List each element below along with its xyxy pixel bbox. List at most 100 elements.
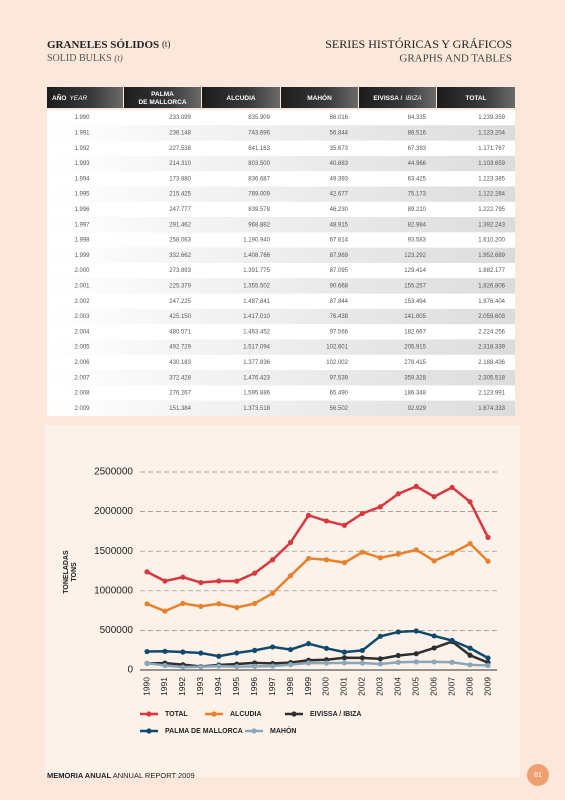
- header-label: PALMA DE MALLORCA: [138, 91, 186, 106]
- legend-dot: [146, 728, 152, 734]
- legend-dot: [291, 711, 297, 717]
- value-cell: 1.392.243: [478, 222, 505, 228]
- footer-title: MEMORIA ANUAL: [47, 771, 111, 780]
- x-tick-label: 2005: [410, 677, 420, 696]
- data-point: [305, 641, 312, 647]
- value-cell: 89.210: [408, 207, 427, 213]
- data-point: [395, 652, 401, 659]
- x-tick-label: 2002: [357, 677, 367, 696]
- value-cell: 278.415: [404, 360, 426, 366]
- value-cell: 1.674.333: [478, 406, 505, 412]
- value-cell: 1.463.452: [243, 329, 270, 335]
- row-band: [47, 110, 515, 126]
- footer-subtitle: ANNUAL REPORT 2009: [113, 771, 195, 780]
- data-point: [395, 491, 401, 497]
- row-band: [47, 385, 515, 401]
- value-cell: 1.171.767: [478, 146, 505, 152]
- data-point: [305, 555, 312, 562]
- data-point: [359, 660, 365, 666]
- data-point: [270, 663, 276, 669]
- value-cell: 803.500: [248, 161, 270, 167]
- year-cell: 1.998: [74, 238, 90, 244]
- data-point: [449, 637, 455, 644]
- data-point: [377, 661, 383, 667]
- data-point: [341, 522, 348, 528]
- value-cell: 56.844: [330, 131, 349, 137]
- value-cell: 247.225: [169, 299, 191, 305]
- year-cell: 2.007: [74, 375, 90, 381]
- data-point: [485, 662, 491, 669]
- x-tick-label: 1996: [249, 677, 259, 696]
- value-cell: 227.538: [169, 146, 191, 152]
- value-cell: 1.517.094: [243, 345, 270, 351]
- value-cell: 56.502: [330, 406, 349, 412]
- row-band: [47, 232, 515, 248]
- data-point: [431, 494, 437, 500]
- data-point: [252, 647, 258, 653]
- x-tick-label: 1995: [231, 677, 241, 696]
- legend-label: MAHÓN: [270, 726, 296, 735]
- header-text: MAHÓN: [307, 93, 332, 102]
- data-point: [198, 579, 204, 586]
- data-point: [216, 653, 222, 659]
- header-line: PALMA: [151, 91, 174, 98]
- value-cell: 205.915: [404, 345, 426, 351]
- data-point: [431, 659, 437, 665]
- header-subtitle: SOLID BULKS (t): [47, 53, 123, 64]
- value-cell: 63.425: [408, 176, 427, 182]
- data-point: [180, 649, 186, 655]
- series-line: [146, 542, 489, 613]
- data-point: [305, 660, 312, 666]
- row-band: [47, 125, 515, 141]
- row-band: [47, 186, 515, 202]
- x-tick-label: 1993: [195, 677, 205, 696]
- year-cell: 2.001: [74, 284, 90, 290]
- value-cell: 92.929: [408, 406, 427, 412]
- data-point: [234, 650, 240, 656]
- value-cell: 93.583: [408, 238, 427, 244]
- data-point: [449, 659, 455, 665]
- data-point: [485, 534, 491, 540]
- legend-label: TOTAL: [165, 711, 188, 718]
- data-point: [198, 664, 204, 670]
- value-cell: 49.393: [330, 176, 349, 182]
- data-point: [287, 646, 294, 653]
- value-cell: 173.880: [169, 176, 191, 182]
- data-point: [377, 504, 383, 510]
- data-point: [341, 560, 348, 566]
- x-tick-label: 2003: [375, 677, 385, 696]
- value-cell: 233.099: [169, 115, 191, 121]
- header-cell: [281, 87, 358, 108]
- subtitle-unit: (t): [114, 53, 123, 63]
- legend-label: PALMA DE MALLORCA: [165, 728, 243, 735]
- value-cell: 1.190.940: [243, 238, 270, 244]
- row-band: [47, 247, 515, 263]
- legend-dot: [146, 711, 152, 717]
- data-point: [323, 518, 330, 524]
- x-tick-label: 1990: [141, 677, 151, 696]
- value-cell: 480.571: [169, 329, 191, 335]
- header-label: EIVISSA / IBIZA: [373, 95, 421, 102]
- value-cell: 1.123.204: [478, 131, 505, 137]
- year-cell: 1.995: [74, 192, 90, 198]
- value-cell: 273.893: [169, 268, 191, 274]
- value-cell: 1.882.177: [478, 268, 505, 274]
- x-tick-label: 2006: [428, 677, 438, 696]
- value-cell: 102.601: [326, 345, 348, 351]
- header-italic: YEAR: [69, 95, 87, 102]
- value-cell: 1.103.659: [478, 161, 505, 167]
- year-cell: 1.990: [74, 115, 90, 121]
- data-point: [234, 578, 240, 584]
- data-point: [287, 662, 294, 668]
- year-cell: 1.993: [74, 161, 90, 167]
- year-cell: 2.008: [74, 391, 90, 397]
- value-cell: 67.614: [330, 238, 349, 244]
- value-cell: 65.490: [330, 391, 349, 397]
- data-point: [144, 648, 150, 655]
- data-point: [377, 656, 383, 662]
- header-cell: [47, 87, 123, 108]
- x-tick-label: 2007: [446, 677, 456, 696]
- x-tick-label: 2004: [393, 677, 403, 696]
- page-number: 61: [534, 772, 542, 779]
